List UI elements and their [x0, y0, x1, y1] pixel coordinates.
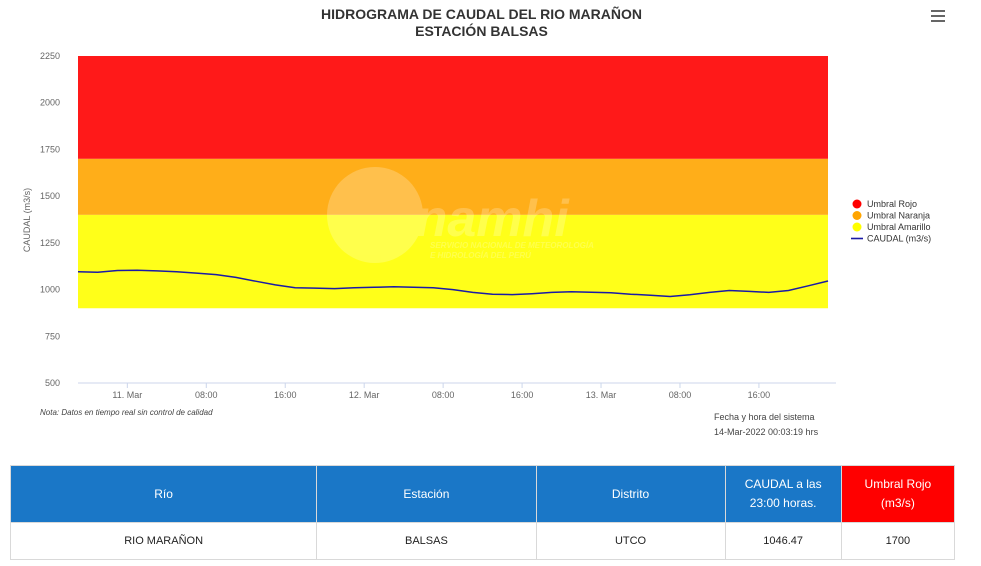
- header-caudal: CAUDAL a las 23:00 horas.: [724, 465, 842, 523]
- x-tick-label: 13. Mar: [586, 390, 617, 400]
- y-tick-label: 2250: [40, 51, 60, 61]
- legend-item-label[interactable]: CAUDAL (m3/s): [867, 234, 931, 244]
- y-tick-label: 1250: [40, 238, 60, 248]
- y-tick-label: 2000: [40, 98, 60, 108]
- legend-item-label[interactable]: Umbral Naranja: [867, 211, 930, 221]
- system-date-label: Fecha y hora del sistema: [714, 412, 815, 422]
- chart-title-block: HIDROGRAMA DE CAUDAL DEL RIO MARAÑON EST…: [0, 6, 963, 40]
- quality-note: Nota: Datos en tiempo real sin control d…: [40, 408, 213, 417]
- x-tick-label: 08:00: [195, 390, 218, 400]
- legend-marker: [852, 211, 862, 220]
- band-umbral-naranja: [78, 158, 828, 215]
- header-umbral-rojo: Umbral Rojo (m3/s): [840, 465, 956, 523]
- header-rio: Río: [9, 465, 318, 523]
- y-axis-label: CAUDAL (m3/s): [22, 188, 32, 252]
- header-distrito: Distrito: [535, 465, 726, 523]
- hamburger-menu-icon[interactable]: [929, 8, 947, 24]
- header-estacion: Estación: [316, 465, 537, 523]
- chart-subtitle: ESTACIÓN BALSAS: [415, 23, 548, 39]
- x-axis-ticks: 11. Mar 08:00 16:00 12. Mar 08:00 16:00 13. Ma…: [112, 383, 770, 400]
- legend-item-label[interactable]: Umbral Amarillo: [867, 222, 931, 232]
- x-tick-label: 16:00: [274, 390, 297, 400]
- cell-distrito: UTCO: [535, 522, 726, 560]
- y-tick-label: 500: [45, 378, 60, 388]
- watermark-line2: E HIDROLOGÍA DEL PERÚ: [430, 251, 531, 260]
- chart-title: HIDROGRAMA DE CAUDAL DEL RIO MARAÑON: [321, 6, 642, 22]
- watermark-sun-icon: [327, 167, 423, 263]
- y-tick-label: 1750: [40, 144, 60, 154]
- y-axis-ticks: 500 750 1000 1250 1500 1750 2000 2250: [40, 51, 60, 388]
- x-tick-label: 16:00: [748, 390, 771, 400]
- station-info-table: Río Estación Distrito CAUDAL a las 23:00…: [9, 465, 956, 560]
- hydrograph-chart: Senamhi SERVICIO NACIONAL DE METEOROLOGÍ…: [22, 51, 931, 400]
- y-tick-label: 1000: [40, 285, 60, 295]
- watermark-line1: SERVICIO NACIONAL DE METEOROLOGÍA: [430, 241, 594, 250]
- x-tick-label: 08:00: [432, 390, 455, 400]
- series-layer: [77, 269, 829, 298]
- senamhi-watermark: Senamhi SERVICIO NACIONAL DE METEOROLOGÍ…: [327, 167, 594, 263]
- x-tick-label: 12. Mar: [349, 390, 380, 400]
- legend-item-label[interactable]: Umbral Rojo: [867, 199, 917, 209]
- cell-umbral-rojo: 1700: [840, 522, 956, 560]
- threshold-bands: [78, 56, 828, 309]
- system-date-value: 14-Mar-2022 00:03:19 hrs: [714, 427, 819, 437]
- y-tick-label: 750: [45, 331, 60, 341]
- cell-caudal: 1046.47: [724, 522, 842, 560]
- x-tick-label: 11. Mar: [112, 390, 142, 400]
- cell-rio: RIO MARAÑON: [9, 522, 318, 560]
- y-tick-label: 1500: [40, 191, 60, 201]
- cell-estacion: BALSAS: [316, 522, 537, 560]
- table-header-row: Río Estación Distrito CAUDAL a las 23:00…: [9, 465, 956, 523]
- table-row: RIO MARAÑON BALSAS UTCO 1046.47 1700: [9, 522, 956, 560]
- series-line-caudal: [77, 269, 829, 298]
- legend-marker: [852, 199, 862, 209]
- x-tick-label: 16:00: [511, 390, 534, 400]
- x-tick-label: 08:00: [669, 390, 692, 400]
- band-umbral-rojo: [78, 56, 828, 159]
- watermark-brand: Senamhi: [352, 190, 570, 248]
- legend-marker: [852, 222, 862, 232]
